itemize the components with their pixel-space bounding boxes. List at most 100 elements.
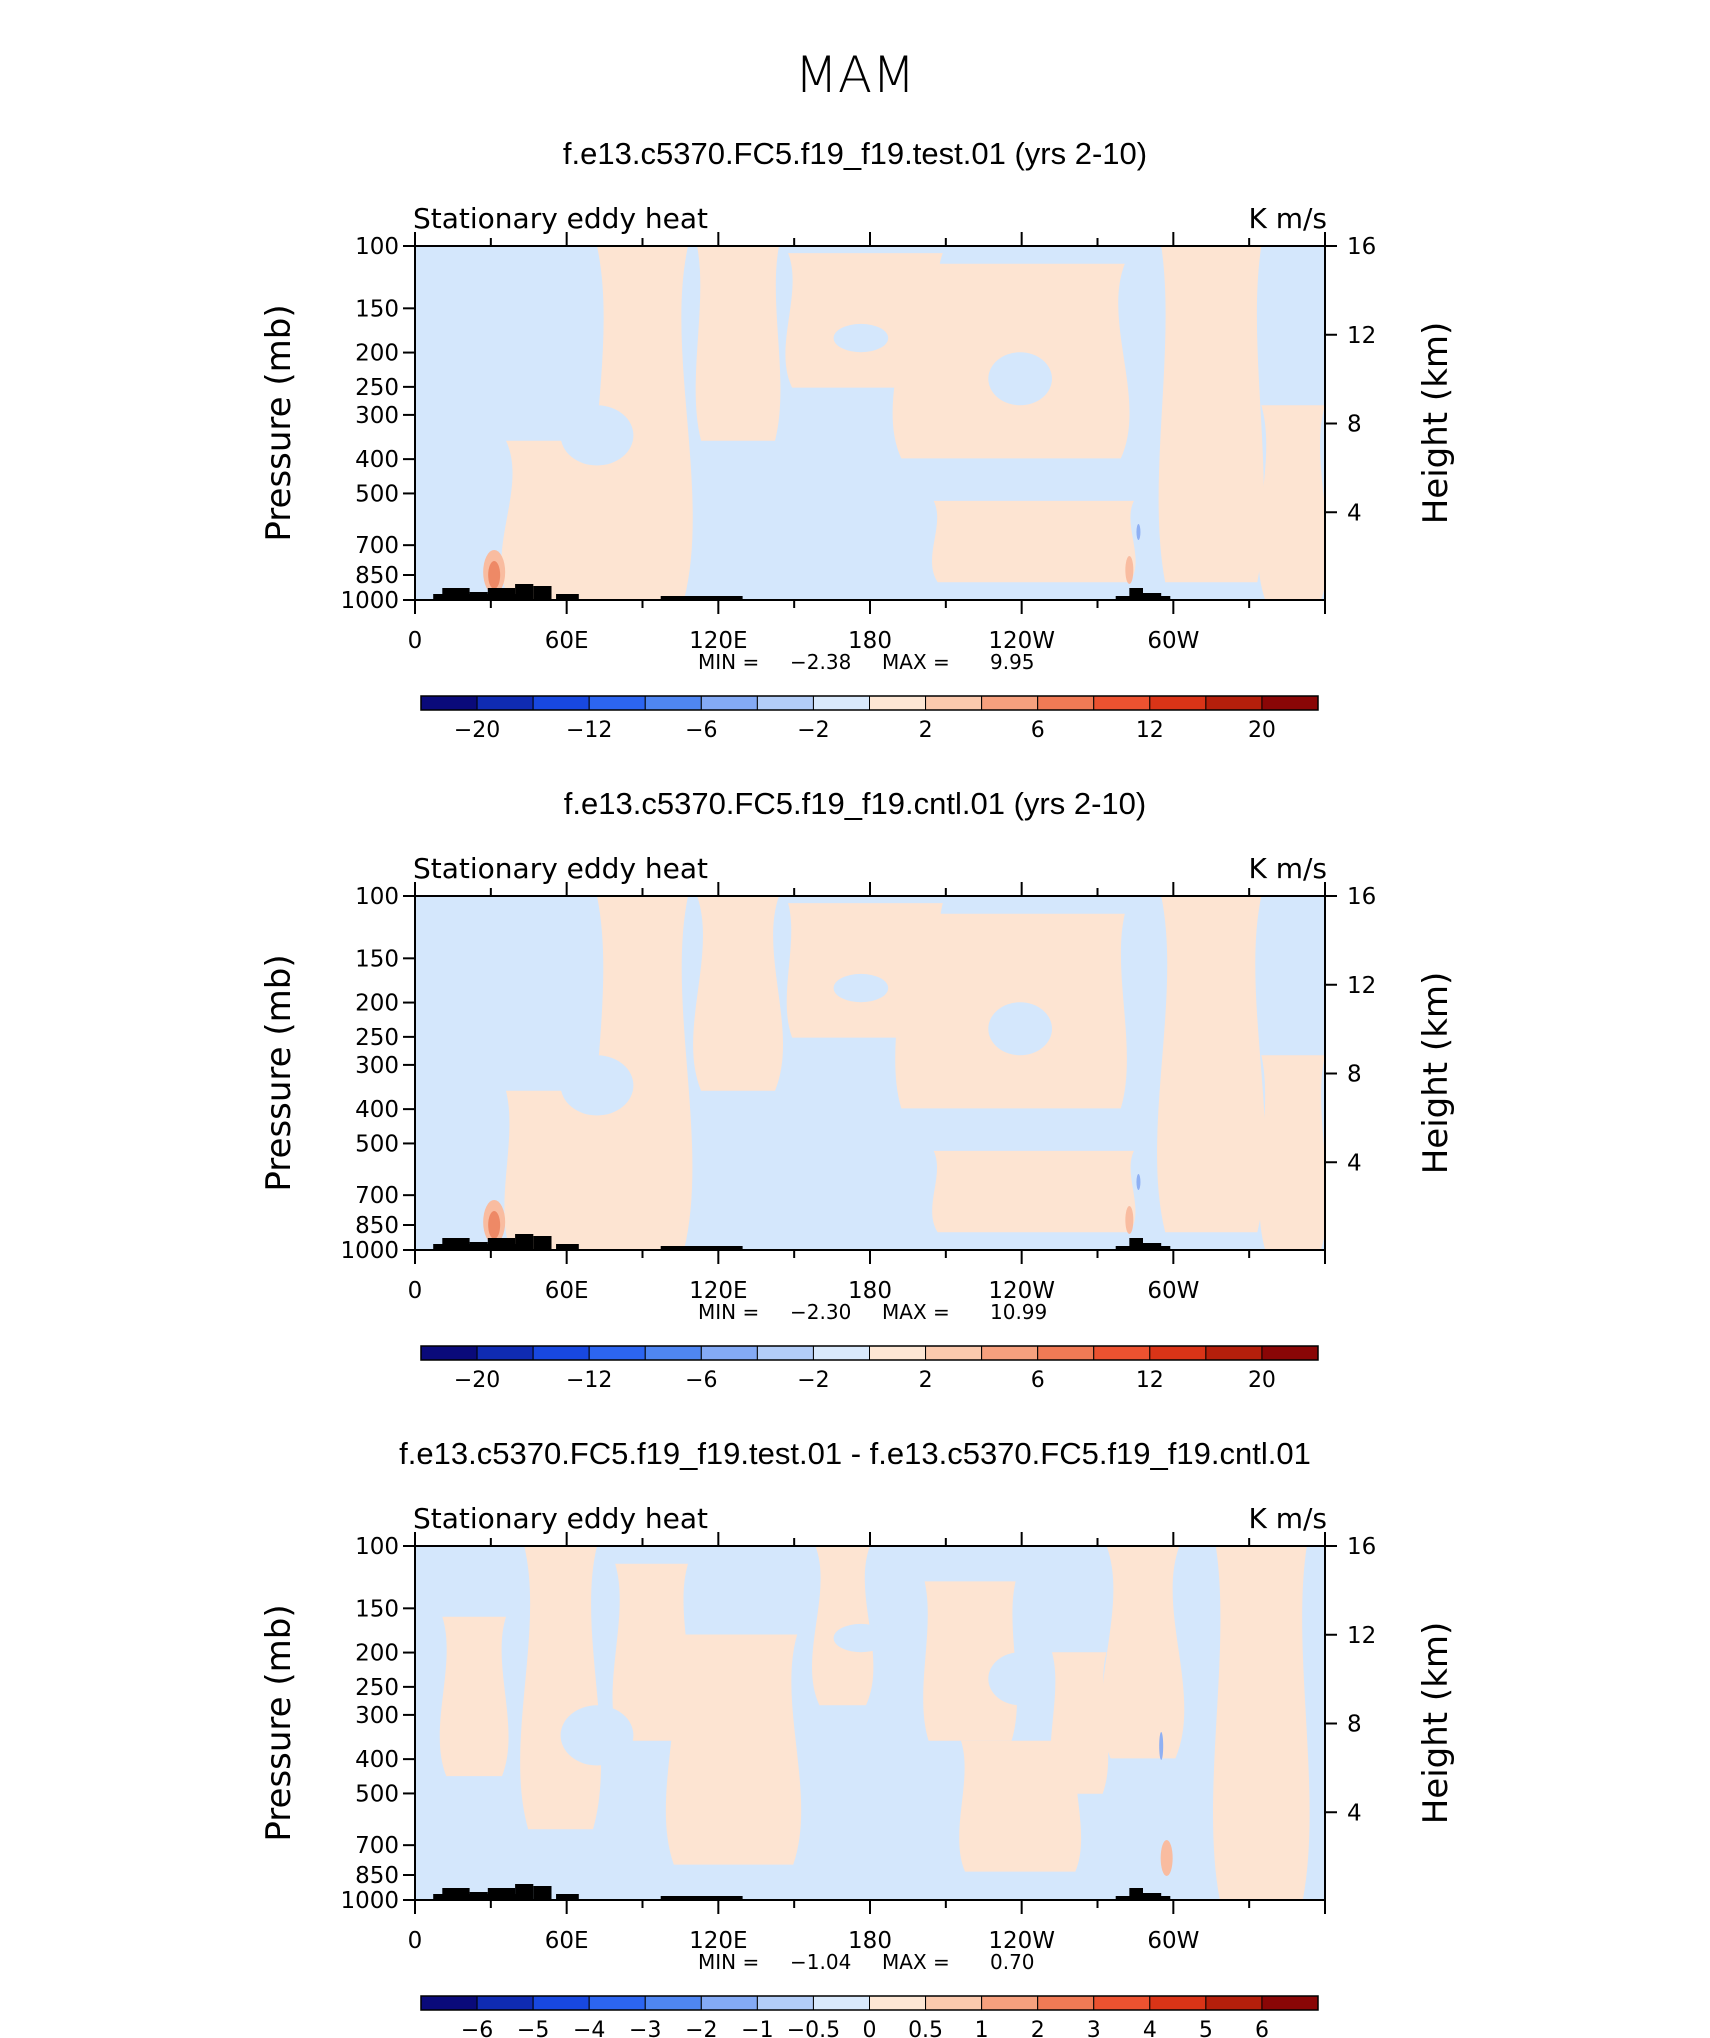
topography	[469, 1892, 488, 1900]
colorbar-swatch	[1149, 1345, 1207, 1361]
positive-region	[1158, 246, 1264, 583]
colorbar-swatch	[1261, 1345, 1319, 1361]
positive-region	[1259, 1055, 1325, 1250]
y-tick-label: 700	[355, 1833, 399, 1859]
y-tick-label: 500	[355, 481, 399, 507]
topography	[660, 1896, 743, 1900]
positive-region	[932, 1150, 1136, 1233]
topography	[442, 588, 470, 600]
y2-tick-label: 12	[1347, 1623, 1376, 1649]
negative-region	[833, 1623, 889, 1653]
positive-region	[592, 896, 693, 1250]
max-label: MAX =	[882, 1300, 950, 1324]
chart-panel-1: f.e13.c5370.FC5.f19_f19.test.01 (yrs 2-1…	[259, 136, 1456, 743]
colorbar-swatch	[1093, 695, 1151, 711]
positive-region	[665, 1634, 802, 1865]
y-tick-label: 850	[355, 1213, 399, 1239]
y-tick-label: 300	[355, 1053, 399, 1079]
colorbar-swatch	[925, 1345, 983, 1361]
max-value: 9.95	[990, 650, 1035, 674]
colorbar-swatch	[1261, 695, 1319, 711]
y-tick-label: 850	[355, 563, 399, 589]
colorbar-label: 1	[975, 2018, 989, 2038]
colorbar-swatch	[420, 695, 478, 711]
min-label: MIN =	[698, 650, 759, 674]
negative-region	[560, 1055, 634, 1116]
x-tick-label: 60W	[1147, 628, 1199, 654]
x-tick-label: 180	[848, 1278, 892, 1304]
max-value: 0.70	[990, 1950, 1035, 1974]
colorbar-swatch	[812, 1995, 870, 2011]
min-label: MIN =	[698, 1950, 759, 1974]
positive-region	[1050, 1652, 1109, 1794]
topography	[487, 1888, 516, 1900]
topography	[556, 1894, 579, 1900]
colorbar-label: 12	[1136, 1368, 1164, 1393]
panel-left-label: Stationary eddy heat	[413, 1502, 708, 1535]
y2-tick-label: 16	[1347, 884, 1376, 910]
positive-region	[520, 1546, 602, 1830]
topography	[556, 1244, 579, 1250]
y2-tick-label: 4	[1347, 500, 1362, 526]
topography	[660, 1246, 743, 1250]
colorbar-swatch	[644, 1995, 702, 2011]
y-tick-label: 250	[355, 1675, 399, 1701]
negative-spot	[1136, 524, 1141, 540]
negative-spot	[1159, 1732, 1164, 1760]
y-tick-label: 150	[355, 296, 399, 322]
x-tick-label: 60W	[1147, 1928, 1199, 1954]
colorbar-swatch	[700, 695, 758, 711]
x-tick-label: 60W	[1147, 1278, 1199, 1304]
colorbar-swatch	[532, 1995, 590, 2011]
y-tick-label: 200	[355, 1641, 399, 1667]
min-label: MIN =	[698, 1300, 759, 1324]
positive-spot	[488, 561, 501, 589]
colorbar-label: −2	[797, 718, 829, 743]
colorbar-swatch	[1037, 1345, 1095, 1361]
y2-tick-label: 4	[1347, 1800, 1362, 1826]
x-tick-label: 120W	[988, 1278, 1055, 1304]
colorbar-label: −2	[685, 2018, 717, 2038]
min-value: −2.30	[790, 1300, 851, 1324]
colorbar-label: 4	[1143, 2018, 1157, 2038]
figure-title: MAM	[795, 46, 915, 104]
positive-region	[1157, 896, 1266, 1233]
topography	[556, 594, 579, 600]
colorbar-swatch	[588, 1345, 646, 1361]
negative-region	[560, 1705, 634, 1766]
colorbar-swatch	[476, 1345, 534, 1361]
topography	[660, 596, 743, 600]
y2-tick-label: 4	[1347, 1150, 1362, 1176]
colorbar-swatch	[1037, 1995, 1095, 2011]
topography	[1129, 588, 1143, 600]
y2-axis-label: Height (km)	[1416, 972, 1456, 1175]
y-tick-label: 700	[355, 533, 399, 559]
y-axis-label: Pressure (mb)	[259, 1604, 299, 1841]
y2-axis-label: Height (km)	[1416, 322, 1456, 525]
colorbar-swatch	[1149, 1995, 1207, 2011]
negative-region	[988, 1652, 1052, 1706]
chart-panel-2: f.e13.c5370.FC5.f19_f19.cntl.01 (yrs 2-1…	[259, 786, 1456, 1393]
colorbar-swatch	[644, 1345, 702, 1361]
y-tick-label: 200	[355, 991, 399, 1017]
colorbar-swatch	[1093, 1995, 1151, 2011]
x-tick-label: 0	[408, 1278, 423, 1304]
y2-axis-label: Height (km)	[1416, 1622, 1456, 1825]
negative-spot	[1136, 1174, 1141, 1190]
positive-spot	[1160, 1840, 1173, 1876]
negative-region	[560, 405, 634, 466]
colorbar-swatch	[1261, 1995, 1319, 2011]
topography	[1143, 1243, 1162, 1250]
colorbar-label: −5	[517, 2018, 549, 2038]
y2-tick-label: 16	[1347, 234, 1376, 260]
colorbar-swatch	[756, 1345, 814, 1361]
x-tick-label: 0	[408, 628, 423, 654]
heatmap-field	[415, 896, 1325, 1250]
x-tick-label: 180	[848, 628, 892, 654]
panel-right-label: K m/s	[1248, 852, 1327, 885]
topography	[533, 1236, 552, 1250]
topography	[469, 592, 488, 600]
colorbar-label: 3	[1087, 2018, 1101, 2038]
colorbar-frame	[420, 1345, 1319, 1361]
y-tick-label: 150	[355, 946, 399, 972]
